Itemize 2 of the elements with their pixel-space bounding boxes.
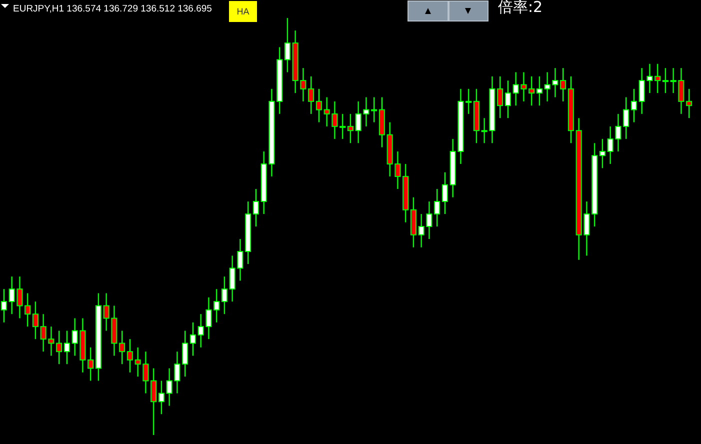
annotation: HA	[236, 6, 250, 16]
title: EURJPY,H1 136.574 136.729 136.512 136.695	[13, 4, 212, 15]
